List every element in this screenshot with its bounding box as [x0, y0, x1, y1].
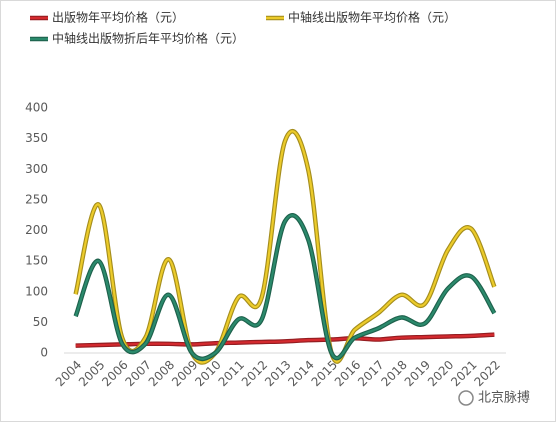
y-tick-label: 150 [25, 254, 48, 268]
watermark: 北京脉搏 [458, 390, 530, 406]
series-line [74, 214, 496, 360]
legend-label: 中轴线出版物年平均价格（元） [288, 10, 456, 25]
y-tick-label: 50 [33, 315, 48, 329]
legend-label: 中轴线出版物折后年平均价格（元） [52, 31, 244, 46]
watermark-icon [458, 390, 474, 406]
y-tick-label: 400 [25, 101, 48, 115]
series-line [74, 130, 496, 364]
y-tick-label: 100 [25, 284, 48, 298]
legend-label: 出版物年平均价格（元） [52, 10, 184, 25]
watermark-text: 北京脉搏 [478, 390, 530, 406]
y-tick-label: 0 [40, 346, 48, 360]
y-tick-label: 350 [25, 131, 48, 145]
y-tick-label: 250 [25, 192, 48, 206]
y-tick-label: 200 [25, 223, 48, 237]
y-tick-label: 300 [25, 162, 48, 176]
